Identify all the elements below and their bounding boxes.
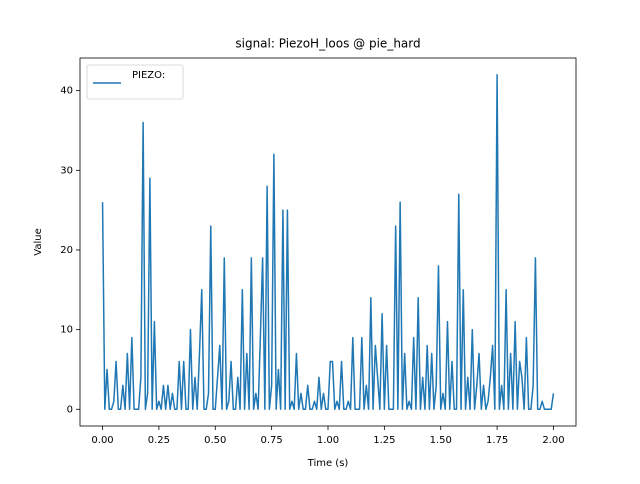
line-series [101, 73, 555, 411]
x-tick-label: 2.00 [542, 435, 564, 446]
x-tick-label: 1.50 [430, 435, 452, 446]
x-tick-label: 0.50 [204, 435, 226, 446]
x-tick-label: 0.00 [91, 435, 113, 446]
legend-box [86, 64, 184, 100]
y-tick-label: 30 [60, 165, 73, 176]
chart-title: signal: PiezoH_loos @ pie_hard [235, 37, 420, 51]
legend-label: PIEZO: [132, 70, 165, 81]
x-axis-label: Time (s) [307, 458, 349, 469]
x-tick-label: 1.75 [486, 435, 508, 446]
x-tick-label: 1.25 [373, 435, 395, 446]
x-tick-label: 0.25 [148, 435, 170, 446]
y-axis-label: Value [33, 228, 44, 255]
y-tick-label: 20 [60, 245, 73, 256]
y-tick-label: 0 [67, 404, 73, 415]
x-tick-label: 0.75 [261, 435, 283, 446]
y-tick-label: 40 [60, 86, 73, 97]
x-tick-label: 1.00 [317, 435, 339, 446]
y-tick-label: 10 [60, 325, 73, 336]
axes-frame [79, 57, 577, 427]
